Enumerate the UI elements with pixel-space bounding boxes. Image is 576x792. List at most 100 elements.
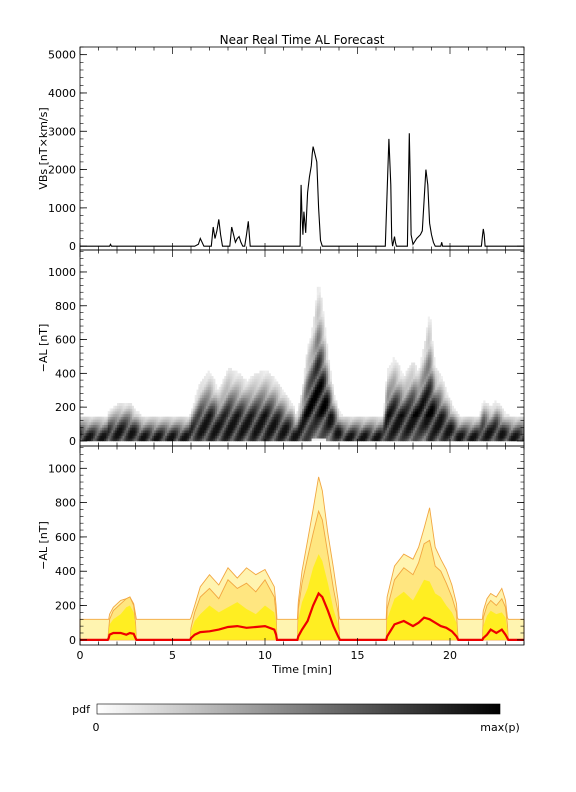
- pdf-cell: [433, 367, 436, 371]
- pdf-cell: [477, 430, 480, 434]
- pdf-cell: [213, 427, 216, 431]
- pdf-cell: [407, 370, 410, 374]
- pdf-cell: [483, 408, 486, 412]
- pdf-cell: [248, 397, 251, 401]
- pdf-cell: [283, 432, 286, 436]
- pdf-cell: [340, 413, 343, 417]
- pdf-cell: [314, 389, 318, 393]
- pdf-cell: [111, 411, 114, 415]
- pdf-cell: [109, 408, 112, 412]
- pdf-cell: [366, 435, 369, 439]
- pdf-cell: [318, 313, 321, 317]
- pdf-cell: [437, 376, 440, 380]
- pdf-cell: [385, 416, 388, 420]
- pdf-cell: [327, 397, 331, 401]
- pdf-cell: [200, 405, 203, 409]
- pdf-cell: [361, 430, 364, 434]
- pdf-cell: [237, 389, 240, 393]
- pdf-cell: [235, 438, 238, 442]
- pdf-cell: [374, 438, 377, 442]
- pdf-cell: [418, 370, 421, 374]
- pdf-cell: [124, 422, 127, 426]
- pdf-cell: [209, 422, 212, 426]
- pdf-cell: [416, 397, 419, 401]
- pdf-cell: [366, 432, 369, 436]
- pdf-cell: [285, 419, 288, 423]
- pdf-cell: [501, 411, 504, 415]
- pdf-cell: [287, 427, 290, 431]
- pdf-cell: [379, 435, 382, 439]
- pdf-cell: [520, 435, 523, 439]
- pdf-cell: [261, 378, 264, 382]
- pdf-cell: [126, 422, 129, 426]
- pdf-cell: [233, 438, 236, 442]
- pdf-cell: [475, 416, 479, 420]
- pdf-cell: [337, 419, 340, 423]
- pdf-cell: [433, 400, 436, 404]
- pdf-cell: [229, 384, 232, 388]
- pdf-cell: [420, 394, 423, 398]
- pdf-cell: [298, 422, 301, 426]
- pdf-cell: [100, 424, 103, 428]
- pdf-cell: [105, 427, 109, 431]
- pdf-cell: [455, 435, 458, 439]
- pdf-cell: [250, 432, 253, 436]
- pdf-cell: [235, 403, 238, 407]
- pdf-cell: [274, 394, 277, 398]
- pdf-cell: [427, 405, 430, 409]
- pdf-cell: [229, 381, 232, 385]
- pdf-cell: [252, 422, 255, 426]
- pdf-cell: [303, 373, 306, 377]
- pdf-cell: [257, 397, 260, 401]
- pdf-cell: [370, 427, 373, 431]
- pdf-cell: [135, 422, 138, 426]
- pdf-cell: [266, 438, 269, 442]
- pdf-cell: [429, 365, 432, 369]
- pdf-cell: [129, 422, 133, 426]
- pdf-cell: [411, 408, 414, 412]
- pdf-cell: [255, 400, 258, 404]
- pdf-cell: [359, 430, 362, 434]
- pdf-cell: [474, 416, 477, 420]
- pdf-cell: [425, 403, 429, 407]
- pdf-cell: [387, 386, 390, 390]
- pdf-cell: [437, 400, 440, 404]
- pdf-cell: [213, 394, 216, 398]
- pdf-cell: [244, 432, 247, 436]
- pdf-cell: [387, 392, 390, 396]
- pdf-cell: [331, 416, 334, 420]
- pdf-cell: [303, 389, 306, 393]
- pdf-cell: [450, 424, 453, 428]
- pdf-cell: [111, 432, 114, 436]
- pdf-cell: [427, 386, 430, 390]
- pdf-cell: [294, 413, 297, 417]
- pdf-cell: [472, 432, 475, 436]
- pdf-cell: [239, 400, 242, 404]
- pdf-cell: [231, 400, 234, 404]
- pdf-cell: [281, 397, 284, 401]
- pdf-cell: [263, 435, 266, 439]
- pdf-cell: [333, 435, 336, 439]
- pdf-cell: [283, 408, 286, 412]
- pdf-cell: [324, 403, 327, 407]
- pdf-cell: [370, 419, 373, 423]
- pdf-cell: [218, 430, 221, 434]
- pdf-cell: [120, 413, 123, 417]
- pdf-cell: [266, 370, 269, 374]
- pdf-cell: [431, 432, 434, 436]
- pdf-cell: [420, 389, 423, 393]
- pdf-cell: [174, 427, 177, 431]
- y-tick-label: 200: [55, 401, 76, 414]
- pdf-cell: [250, 403, 253, 407]
- pdf-cell: [250, 400, 253, 404]
- pdf-cell: [409, 432, 412, 436]
- pdf-cell: [244, 438, 247, 442]
- pdf-cell: [233, 413, 236, 417]
- pdf-cell: [318, 389, 321, 393]
- pdf-cell: [472, 416, 475, 420]
- pdf-cell: [133, 413, 136, 417]
- pdf-cell: [318, 384, 321, 388]
- pdf-cell: [316, 297, 319, 301]
- pdf-cell: [279, 427, 282, 431]
- pdf-cell: [244, 381, 247, 385]
